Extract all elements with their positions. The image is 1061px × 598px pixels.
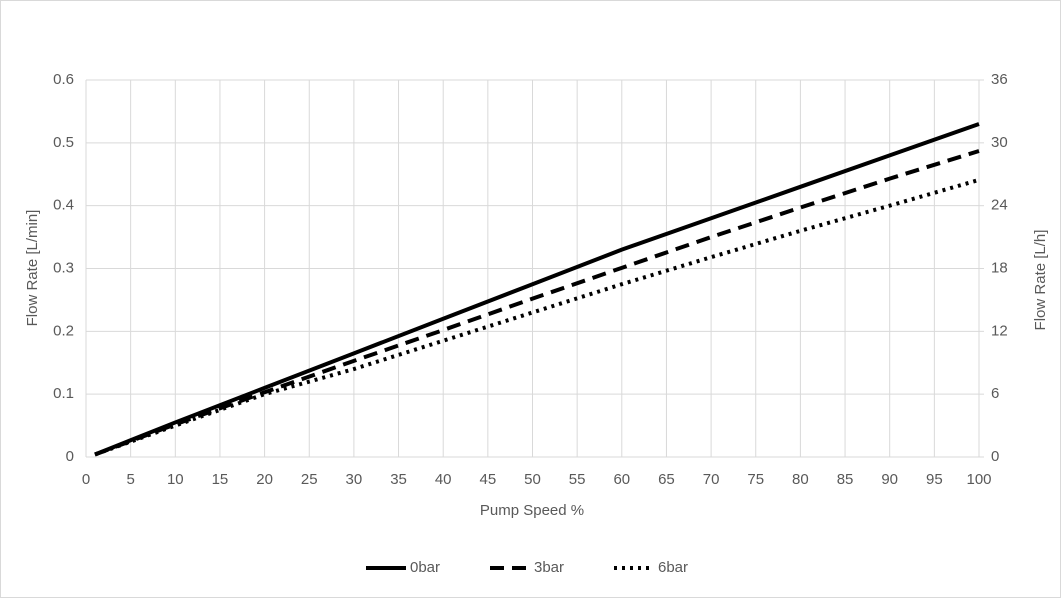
y2-tick-label: 36 (991, 71, 1008, 88)
x-tick-label: 95 (926, 471, 943, 488)
y-tick-label: 0.4 (53, 197, 74, 214)
legend-label: 6bar (658, 559, 688, 576)
x-tick-label: 100 (966, 471, 991, 488)
y-tick-label: 0 (66, 448, 74, 465)
legend-label: 0bar (410, 559, 440, 576)
y-tick-label: 0.2 (53, 322, 74, 339)
series-line (94, 122, 980, 457)
y2-tick-label: 0 (991, 448, 999, 465)
y-tick-label: 0.5 (53, 134, 74, 151)
x-tick-label: 10 (167, 471, 184, 488)
x-tick-label: 50 (524, 471, 541, 488)
x-tick-label: 85 (837, 471, 854, 488)
y2-tick-label: 12 (991, 322, 1008, 339)
x-tick-label: 55 (569, 471, 586, 488)
x-tick-label: 35 (390, 471, 407, 488)
y2-tick-label: 24 (991, 197, 1008, 214)
y2-axis-label: Flow Rate [L/h] (1032, 230, 1049, 331)
x-tick-label: 0 (82, 471, 90, 488)
y-tick-label: 0.3 (53, 259, 74, 276)
x-tick-label: 25 (301, 471, 318, 488)
y2-tick-label: 6 (991, 385, 999, 402)
y2-tick-label: 30 (991, 134, 1008, 151)
x-axis-label: Pump Speed % (480, 502, 584, 519)
x-tick-label: 80 (792, 471, 809, 488)
x-tick-label: 60 (613, 471, 630, 488)
x-tick-label: 75 (747, 471, 764, 488)
x-tick-label: 5 (126, 471, 134, 488)
legend-label: 3bar (534, 559, 564, 576)
x-tick-label: 70 (703, 471, 720, 488)
y2-tick-label: 18 (991, 259, 1008, 276)
x-tick-label: 90 (881, 471, 898, 488)
series-line (94, 149, 980, 457)
x-tick-label: 15 (212, 471, 229, 488)
x-tick-label: 20 (256, 471, 273, 488)
y-tick-label: 0.6 (53, 71, 74, 88)
x-tick-label: 45 (480, 471, 497, 488)
y-axis-label: Flow Rate [L/min] (24, 210, 41, 327)
x-tick-label: 40 (435, 471, 452, 488)
x-tick-label: 65 (658, 471, 675, 488)
y-tick-label: 0.1 (53, 385, 74, 402)
x-tick-label: 30 (346, 471, 363, 488)
